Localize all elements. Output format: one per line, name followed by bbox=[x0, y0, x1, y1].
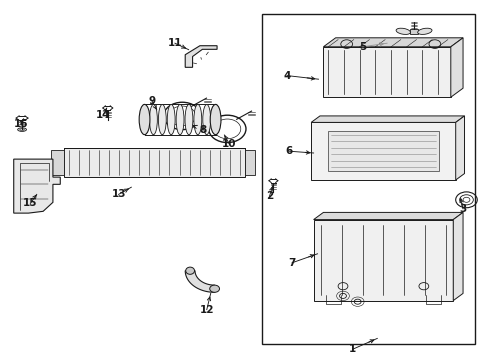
Polygon shape bbox=[456, 116, 465, 180]
Text: 13: 13 bbox=[111, 189, 126, 199]
Text: 16: 16 bbox=[13, 119, 28, 129]
Polygon shape bbox=[323, 38, 463, 47]
Polygon shape bbox=[185, 271, 215, 292]
Ellipse shape bbox=[186, 267, 195, 274]
Text: 10: 10 bbox=[222, 139, 237, 149]
Text: 8: 8 bbox=[200, 125, 207, 135]
Text: 14: 14 bbox=[96, 110, 110, 120]
Ellipse shape bbox=[149, 104, 157, 135]
Polygon shape bbox=[51, 150, 64, 175]
Text: 5: 5 bbox=[359, 42, 366, 52]
Polygon shape bbox=[328, 131, 439, 171]
Ellipse shape bbox=[185, 104, 193, 135]
Ellipse shape bbox=[417, 28, 432, 35]
Ellipse shape bbox=[139, 104, 150, 135]
Ellipse shape bbox=[167, 104, 175, 135]
Text: 1: 1 bbox=[349, 344, 356, 354]
Ellipse shape bbox=[210, 104, 221, 135]
Text: 7: 7 bbox=[288, 258, 296, 268]
Polygon shape bbox=[314, 220, 453, 301]
Polygon shape bbox=[64, 148, 245, 177]
Polygon shape bbox=[245, 150, 255, 175]
Ellipse shape bbox=[396, 28, 411, 35]
Polygon shape bbox=[451, 38, 463, 97]
Ellipse shape bbox=[212, 104, 220, 135]
Polygon shape bbox=[185, 46, 217, 67]
Text: 12: 12 bbox=[199, 305, 214, 315]
Polygon shape bbox=[453, 212, 463, 301]
Text: 3: 3 bbox=[460, 204, 466, 214]
Polygon shape bbox=[314, 212, 463, 220]
Text: 15: 15 bbox=[23, 198, 38, 208]
Ellipse shape bbox=[194, 104, 202, 135]
Text: 4: 4 bbox=[283, 71, 291, 81]
Text: 9: 9 bbox=[148, 96, 155, 106]
Bar bbox=[262, 14, 475, 344]
Polygon shape bbox=[311, 122, 456, 180]
Ellipse shape bbox=[18, 128, 26, 131]
Ellipse shape bbox=[210, 285, 220, 292]
Text: 6: 6 bbox=[286, 146, 293, 156]
Polygon shape bbox=[410, 29, 418, 34]
Polygon shape bbox=[311, 116, 465, 122]
Ellipse shape bbox=[176, 104, 184, 135]
Ellipse shape bbox=[203, 104, 211, 135]
Polygon shape bbox=[323, 47, 451, 97]
Ellipse shape bbox=[141, 104, 148, 135]
Text: 11: 11 bbox=[168, 38, 182, 48]
Ellipse shape bbox=[158, 104, 166, 135]
Polygon shape bbox=[14, 159, 60, 213]
Text: 2: 2 bbox=[266, 191, 273, 201]
